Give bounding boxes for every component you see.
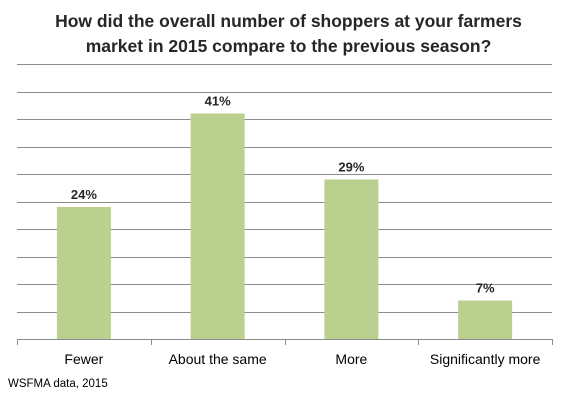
chart-title: How did the overall number of shoppers a… [0, 9, 577, 59]
chart-title-line-2: market in 2015 compare to the previous s… [85, 36, 492, 56]
bar [324, 179, 379, 339]
data-label: 24% [71, 187, 97, 202]
bar [458, 300, 513, 339]
x-tick-label: More [335, 351, 367, 367]
bar [190, 113, 245, 339]
data-label: 41% [205, 94, 231, 109]
x-tick-label: About the same [169, 351, 267, 367]
x-tick-label: Fewer [64, 351, 103, 367]
bar [56, 207, 111, 339]
x-tick-label: Significantly more [430, 351, 541, 367]
chart-title-line-1: How did the overall number of shoppers a… [55, 11, 522, 31]
source-note: WSFMA data, 2015 [8, 378, 108, 390]
data-label: 29% [338, 160, 364, 175]
data-label: 7% [476, 281, 495, 296]
